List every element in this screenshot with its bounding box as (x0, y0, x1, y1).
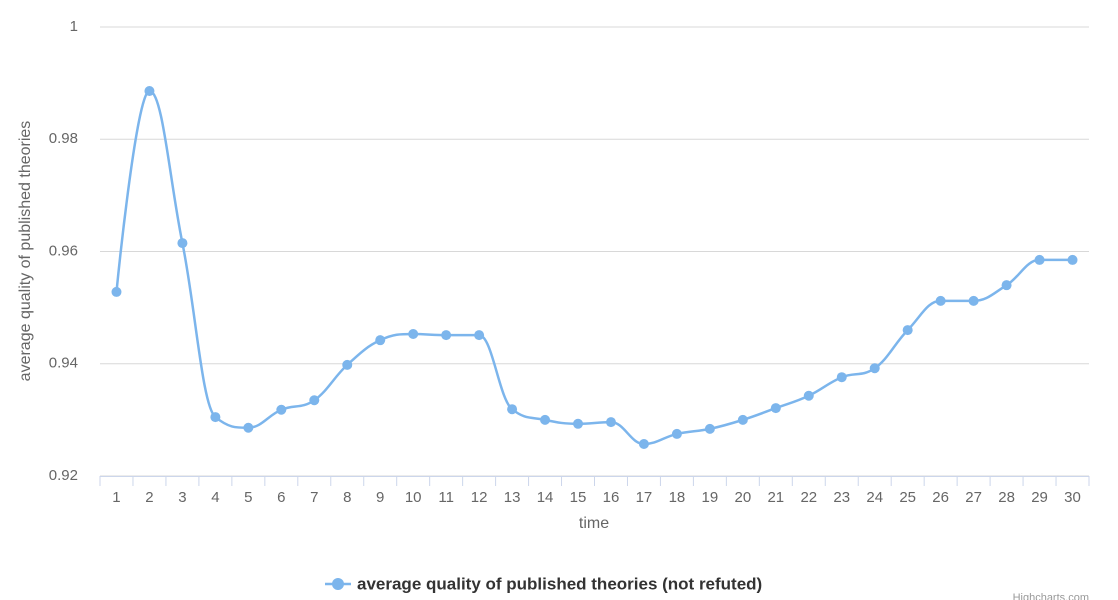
point-marker (144, 85, 155, 96)
point-marker (474, 330, 485, 341)
legend-label: average quality of published theories (n… (357, 574, 762, 593)
y-tick-label: 0.96 (49, 242, 78, 259)
x-tick-label: 27 (965, 489, 982, 506)
x-tick-label: 8 (343, 489, 351, 506)
x-tick-label: 9 (376, 489, 384, 506)
x-tick-label: 22 (800, 489, 817, 506)
point-marker (968, 295, 979, 306)
x-tick-label: 30 (1064, 489, 1081, 506)
x-tick-label: 17 (636, 489, 653, 506)
x-tick-label: 28 (998, 489, 1015, 506)
y-tick-label: 0.94 (49, 355, 78, 372)
x-tick-label: 13 (504, 489, 521, 506)
x-tick-label: 16 (603, 489, 620, 506)
x-axis-title: time (579, 515, 609, 532)
point-marker (243, 422, 254, 433)
x-tick-label: 14 (537, 489, 554, 506)
point-marker (869, 363, 880, 374)
y-tick-label: 0.92 (49, 467, 78, 484)
x-tick-label: 21 (767, 489, 784, 506)
point-marker (671, 428, 682, 439)
x-tick-label: 1 (112, 489, 120, 506)
x-tick-label: 26 (932, 489, 949, 506)
point-marker (704, 423, 715, 434)
x-tick-label: 7 (310, 489, 318, 506)
y-tick-label: 0.98 (49, 130, 78, 147)
credits[interactable]: Highcharts.com (1013, 592, 1089, 600)
x-tick-label: 29 (1031, 489, 1048, 506)
x-tick-label: 24 (866, 489, 883, 506)
legend-item[interactable]: average quality of published theories (n… (325, 574, 762, 593)
point-marker (540, 414, 551, 425)
point-marker (605, 417, 616, 428)
x-tick-label: 4 (211, 489, 219, 506)
series-line (115, 89, 1073, 446)
point-marker (507, 404, 518, 415)
point-marker (408, 329, 419, 340)
x-tick-label: 6 (277, 489, 285, 506)
point-marker (1067, 254, 1078, 265)
x-tick-label: 19 (702, 489, 719, 506)
legend-symbol (332, 578, 344, 590)
x-tick-label: 2 (145, 489, 153, 506)
point-marker (309, 395, 320, 406)
point-marker (111, 286, 122, 297)
point-marker (276, 404, 287, 415)
point-marker (1001, 280, 1012, 291)
x-tick-label: 15 (570, 489, 587, 506)
x-tick-label: 23 (833, 489, 850, 506)
point-marker (638, 439, 649, 450)
y-axis-title: average quality of published theories (17, 121, 34, 382)
point-marker (737, 414, 748, 425)
x-tick-label: 5 (244, 489, 252, 506)
point-marker (1034, 254, 1045, 265)
x-tick-label: 12 (471, 489, 488, 506)
x-tick-label: 11 (438, 489, 454, 506)
point-marker (342, 359, 353, 370)
point-marker (573, 418, 584, 429)
x-tick-label: 25 (899, 489, 916, 506)
point-marker (210, 412, 221, 423)
x-tick-label: 3 (178, 489, 186, 506)
point-marker (770, 403, 781, 414)
x-tick-label: 18 (669, 489, 686, 506)
y-tick-label: 1 (70, 18, 78, 35)
point-marker (836, 372, 847, 383)
point-marker (803, 390, 814, 401)
point-marker (935, 295, 946, 306)
point-marker (441, 330, 452, 341)
point-marker (177, 238, 188, 249)
x-tick-label: 10 (405, 489, 422, 506)
point-marker (375, 335, 386, 346)
point-marker (902, 325, 913, 336)
x-tick-label: 20 (735, 489, 752, 506)
